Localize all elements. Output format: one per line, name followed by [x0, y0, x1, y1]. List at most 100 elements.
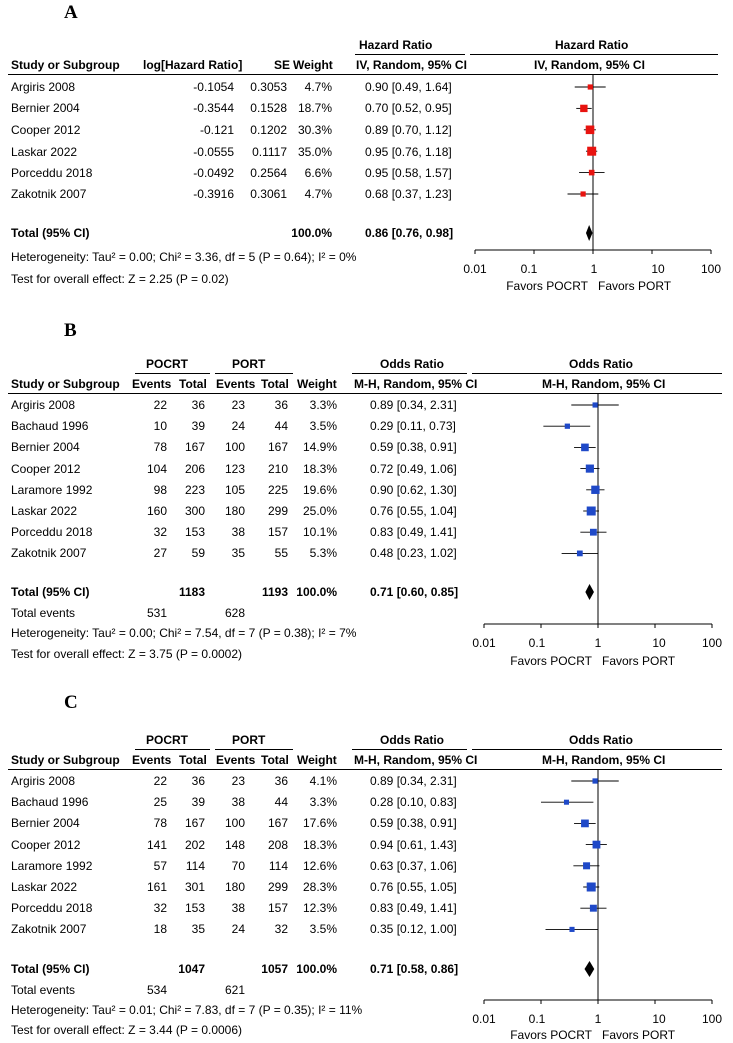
favors-right-label: Favors PORT	[602, 654, 676, 668]
tick-label: 10	[651, 262, 665, 276]
total-pocrt: 202	[184, 837, 205, 852]
events-port: 100	[224, 816, 245, 831]
total-port: 167	[267, 440, 288, 455]
events-pocrt: 22	[153, 774, 167, 788]
study-marker	[585, 464, 594, 473]
events-pocrt: 98	[153, 482, 167, 497]
events-pocrt: 78	[153, 440, 167, 455]
ci-value: 0.89 [0.34, 2.31]	[370, 398, 457, 412]
total-pocrt: 167	[184, 440, 205, 455]
study-marker	[581, 819, 589, 828]
total-ci: 0.71 [0.58, 0.86]	[370, 962, 459, 976]
tick-label: 100	[700, 262, 722, 276]
ci-value: 0.59 [0.38, 0.91]	[370, 440, 457, 455]
heterogeneity-text: Heterogeneity: Tau² = 0.00; Chi² = 7.54,…	[11, 626, 357, 640]
ci-value: 0.28 [0.10, 0.83]	[370, 795, 457, 810]
tick-label: 0.1	[520, 262, 538, 276]
study-name: Laramore 1992	[11, 482, 93, 497]
ci-value: 0.35 [0.12, 1.00]	[370, 922, 457, 937]
total-pocrt: 36	[191, 398, 205, 412]
study-marker	[591, 485, 600, 494]
plot-header-top: Odds Ratio	[569, 357, 634, 371]
weight-value: 3.5%	[309, 922, 337, 937]
total-pocrt: 153	[184, 901, 205, 916]
events-pocrt: 104	[146, 461, 167, 476]
events-header: Events	[216, 753, 256, 767]
weight-value: 14.9%	[302, 440, 337, 455]
loghr-value: -0.3916	[193, 187, 234, 201]
events-pocrt: 32	[153, 525, 167, 540]
se-value: 0.2564	[250, 166, 287, 180]
events-port: 180	[224, 504, 245, 518]
pooled-diamond	[585, 584, 594, 600]
weight-value: 12.6%	[302, 858, 337, 873]
study-name: Argiris 2008	[11, 80, 76, 94]
total-port: 157	[267, 901, 288, 916]
study-marker	[589, 904, 597, 912]
loghr-value: -0.3544	[193, 101, 234, 115]
events-port: 105	[224, 482, 245, 497]
panel-a: A Hazard Ratio Hazard Ratio Study or Sub…	[0, 0, 733, 300]
se-value: 0.1202	[250, 123, 287, 137]
events-header: Events	[216, 377, 256, 391]
total-pocrt: 301	[184, 880, 205, 894]
events-header: Events	[132, 377, 172, 391]
ci-value: 0.90 [0.62, 1.30]	[370, 482, 457, 497]
favors-left-label: Favors POCRT	[510, 654, 592, 668]
panel-label: A	[64, 2, 78, 23]
events-port: 180	[224, 880, 245, 894]
total-weight: 100.0%	[296, 585, 337, 599]
total-port: 36	[274, 398, 288, 412]
ci-value: 0.83 [0.49, 1.41]	[370, 901, 457, 916]
events-port: 38	[231, 525, 245, 540]
tick-label: 100	[701, 1012, 723, 1026]
group2-header: PORT	[232, 733, 266, 747]
study-marker	[569, 926, 575, 932]
plot-header-top: Hazard Ratio	[555, 38, 629, 52]
total-label: Total (95% CI)	[11, 585, 90, 599]
weight-value: 5.3%	[309, 546, 337, 561]
study-name: Zakotnik 2007	[11, 187, 87, 201]
total-port: 44	[274, 419, 288, 434]
total-events-pocrt: 531	[146, 606, 167, 620]
total-n-port: 1193	[261, 585, 288, 599]
events-port: 23	[231, 774, 245, 788]
tick-label: 100	[701, 636, 723, 650]
group1-header: POCRT	[146, 357, 188, 371]
study-name: Laskar 2022	[11, 880, 78, 894]
tick-label: 1	[590, 262, 598, 276]
events-pocrt: 32	[153, 901, 167, 916]
ci-value: 0.89 [0.70, 1.12]	[365, 123, 452, 137]
header-underline	[352, 373, 467, 374]
tick-label: 0.01	[472, 636, 496, 650]
weight-value: 4.7%	[304, 187, 332, 201]
total-port: 225	[267, 482, 288, 497]
events-pocrt: 161	[146, 880, 167, 894]
study-name: Argiris 2008	[11, 774, 76, 788]
events-port: 123	[224, 461, 245, 476]
events-pocrt: 57	[153, 858, 167, 873]
ci-value: 0.59 [0.38, 0.91]	[370, 816, 457, 831]
events-port: 38	[231, 795, 245, 810]
favors-right-label: Favors PORT	[598, 279, 672, 293]
plot-header-sub: M-H, Random, 95% CI	[542, 377, 666, 391]
events-pocrt: 160	[146, 504, 167, 518]
favors-right-label: Favors PORT	[602, 1028, 676, 1042]
header-underline	[352, 749, 467, 750]
table-header-rule	[8, 393, 722, 394]
study-name: Laramore 1992	[11, 858, 93, 873]
ci-value: 0.48 [0.23, 1.02]	[370, 546, 457, 561]
se-value: 0.1117	[252, 145, 287, 159]
effect-header-sub: IV, Random, 95% CI	[356, 58, 467, 72]
ci-value: 0.70 [0.52, 0.95]	[365, 101, 452, 115]
panel-label: C	[64, 692, 78, 713]
events-pocrt: 22	[153, 398, 167, 412]
weight-value: 3.3%	[309, 795, 337, 810]
study-name: Bachaud 1996	[11, 795, 89, 810]
loghr-value: -0.0555	[193, 145, 234, 159]
study-name: Argiris 2008	[11, 398, 76, 412]
study-name: Laskar 2022	[11, 145, 78, 159]
total-ci: 0.71 [0.60, 0.85]	[370, 585, 459, 599]
se-value: 0.3053	[250, 80, 287, 94]
total-port: 55	[274, 546, 288, 561]
